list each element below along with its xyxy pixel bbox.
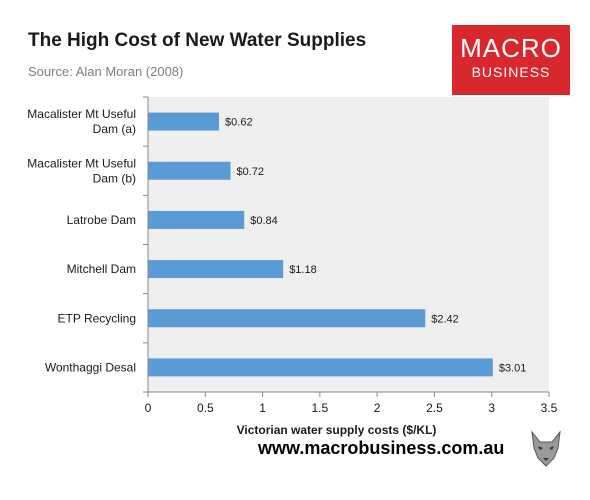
footer-url: www.macrobusiness.com.au (258, 438, 505, 458)
bar (148, 260, 284, 279)
bars-group (148, 112, 493, 377)
logo-line-2: BUSINESS (471, 64, 551, 80)
category-label: Macalister Mt Useful Dam (b) (27, 156, 136, 185)
data-label: $3.01 (499, 362, 527, 374)
x-tick-label: 1 (259, 401, 266, 415)
category-label: Macalister Mt Useful Dam (a) (27, 107, 136, 136)
x-tick-label: 1.5 (312, 401, 329, 415)
category-label: Latrobe Dam (67, 213, 136, 227)
plot-area (148, 97, 549, 392)
data-label: $0.84 (250, 215, 278, 227)
data-label: $0.72 (236, 166, 264, 178)
data-label: $0.62 (225, 117, 253, 129)
x-tick-label: 3.5 (541, 401, 558, 415)
bar (148, 210, 245, 229)
x-axis-label: Victorian water supply costs ($/KL) (237, 423, 437, 437)
source-subtitle: Source: Alan Moran (2008) (28, 64, 184, 79)
x-tick-label: 2.5 (426, 401, 443, 415)
logo-line-1: MACRO (460, 33, 562, 63)
x-tick-label: 0 (145, 401, 152, 415)
category-labels-group: Macalister Mt Useful Dam (a) Macalister Mt… (27, 96, 148, 393)
bar (148, 112, 220, 131)
data-labels-group: $0.62 $0.72 $0.84 $1.18 $2.42 $3.01 (225, 117, 526, 375)
bar (148, 161, 231, 180)
bar (148, 358, 493, 377)
page-title: The High Cost of New Water Supplies (28, 30, 367, 51)
macrobusiness-logo: MACRO BUSINESS (452, 25, 570, 95)
data-label: $2.42 (431, 313, 459, 325)
x-tick-label: 2 (374, 401, 381, 415)
x-tick-label: 3 (488, 401, 495, 415)
x-tick-label: 0.5 (197, 401, 214, 415)
x-ticks-group: 0 0.5 1 1.5 2 2.5 3 3.5 (145, 392, 558, 415)
category-label: Mitchell Dam (67, 262, 136, 276)
category-label: ETP Recycling (58, 311, 136, 325)
category-label: Wonthaggi Desal (45, 360, 136, 374)
bar (148, 309, 426, 328)
wolf-icon (528, 428, 564, 468)
data-label: $1.18 (289, 264, 317, 276)
